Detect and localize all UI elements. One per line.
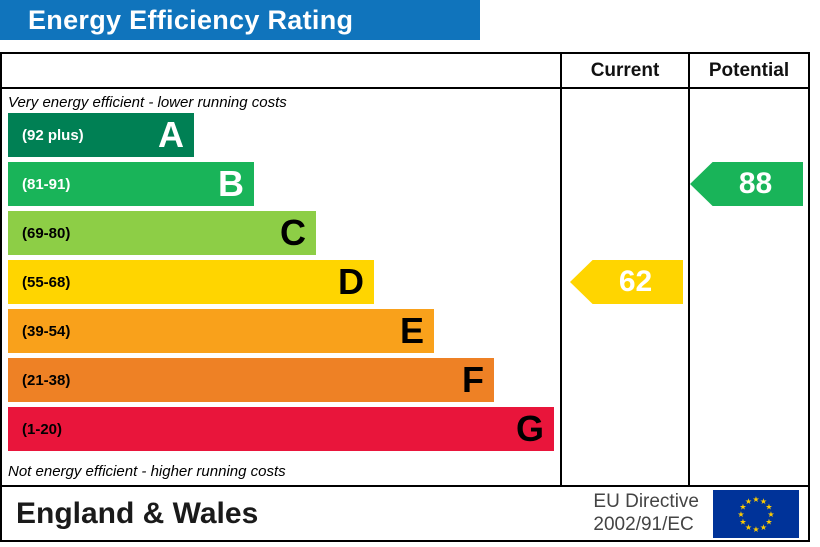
potential-column: 88 — [688, 89, 808, 485]
band-letter: B — [218, 163, 244, 204]
band-range-label: (81-91) — [22, 175, 71, 193]
eu-directive-line1: EU Directive — [593, 490, 699, 512]
band-bar-a: (92 plus) A — [8, 113, 194, 157]
svg-text:★: ★ — [760, 497, 767, 506]
band-row-g: (1-20) G — [8, 407, 560, 456]
band-range-label: (92 plus) — [22, 126, 84, 144]
svg-text:★: ★ — [739, 502, 746, 511]
eu-flag-icon: ★ ★ ★ ★ ★ ★ ★ ★ ★ ★ ★ ★ — [713, 489, 799, 538]
current-header-label: Current — [590, 59, 660, 81]
band-row-e: (39-54) E — [8, 309, 560, 358]
band-row-b: (81-91) B — [8, 162, 560, 211]
band-row-d: (55-68) D — [8, 260, 560, 309]
band-bar-f: (21-38) F — [8, 358, 494, 402]
svg-text:★: ★ — [739, 517, 746, 526]
band-row-c: (69-80) C — [8, 211, 560, 260]
band-row-f: (21-38) F — [8, 358, 560, 407]
bands: (92 plus) A (81-91) B (69-80) C (55-68) D (39-54… — [8, 113, 560, 456]
svg-text:★: ★ — [737, 510, 744, 519]
page-title: Energy Efficiency Rating — [28, 4, 354, 35]
current-column: 62 — [560, 89, 688, 485]
bands-column: Very energy efficient - lower running co… — [2, 89, 560, 485]
band-letter: A — [158, 114, 184, 155]
bottom-note: Not energy efficient - higher running co… — [8, 463, 286, 480]
eu-flag-bg — [713, 489, 799, 538]
band-letter: D — [338, 261, 364, 302]
band-range-label: (55-68) — [22, 273, 71, 291]
eu-directive-label: EU Directive 2002/91/EC — [593, 491, 699, 537]
top-note: Very energy efficient - lower running co… — [8, 94, 287, 111]
band-row-a: (92 plus) A — [8, 113, 560, 162]
potential-rating-arrow: 88 — [690, 162, 803, 206]
svg-text:★: ★ — [752, 495, 759, 504]
table-footer-row: England & Wales EU Directive 2002/91/EC … — [2, 485, 808, 540]
band-bar-g: (1-20) G — [8, 407, 554, 451]
table-header-row: Current Potential — [2, 54, 808, 89]
current-rating-arrow: 62 — [570, 260, 683, 304]
eu-directive-line2: 2002/91/EC — [593, 513, 694, 535]
rating-table: Current Potential Very energy efficient … — [0, 52, 810, 542]
band-bar-e: (39-54) E — [8, 309, 434, 353]
band-range-label: (21-38) — [22, 371, 71, 389]
svg-text:★: ★ — [760, 523, 767, 532]
svg-text:★: ★ — [752, 525, 759, 534]
svg-text:★: ★ — [765, 517, 772, 526]
potential-column-header: Potential — [688, 54, 808, 87]
table-body-row: Very energy efficient - lower running co… — [2, 89, 808, 485]
band-bar-b: (81-91) B — [8, 162, 254, 206]
band-letter: G — [515, 408, 544, 449]
band-range-label: (69-80) — [22, 224, 71, 242]
band-letter: E — [399, 310, 424, 351]
svg-text:★: ★ — [767, 510, 774, 519]
band-bar-c: (69-80) C — [8, 211, 316, 255]
eu-flag-stars: ★ ★ ★ ★ ★ ★ ★ ★ ★ ★ ★ ★ — [737, 495, 774, 534]
svg-text:★: ★ — [745, 523, 752, 532]
potential-header-label: Potential — [708, 59, 790, 81]
current-rating-value: 62 — [618, 265, 653, 298]
band-range-label: (1-20) — [22, 420, 63, 438]
chart-header-cell — [2, 54, 560, 87]
band-letter: F — [462, 359, 484, 400]
potential-rating-value: 88 — [738, 167, 773, 200]
band-bar-d: (55-68) D — [8, 260, 374, 304]
title-bar: Energy Efficiency Rating — [0, 0, 480, 40]
band-range-label: (39-54) — [22, 322, 71, 340]
band-letter: C — [280, 212, 306, 253]
current-column-header: Current — [560, 54, 688, 87]
svg-text:★: ★ — [745, 497, 752, 506]
svg-text:★: ★ — [765, 502, 772, 511]
region-label: England & Wales — [16, 496, 259, 530]
